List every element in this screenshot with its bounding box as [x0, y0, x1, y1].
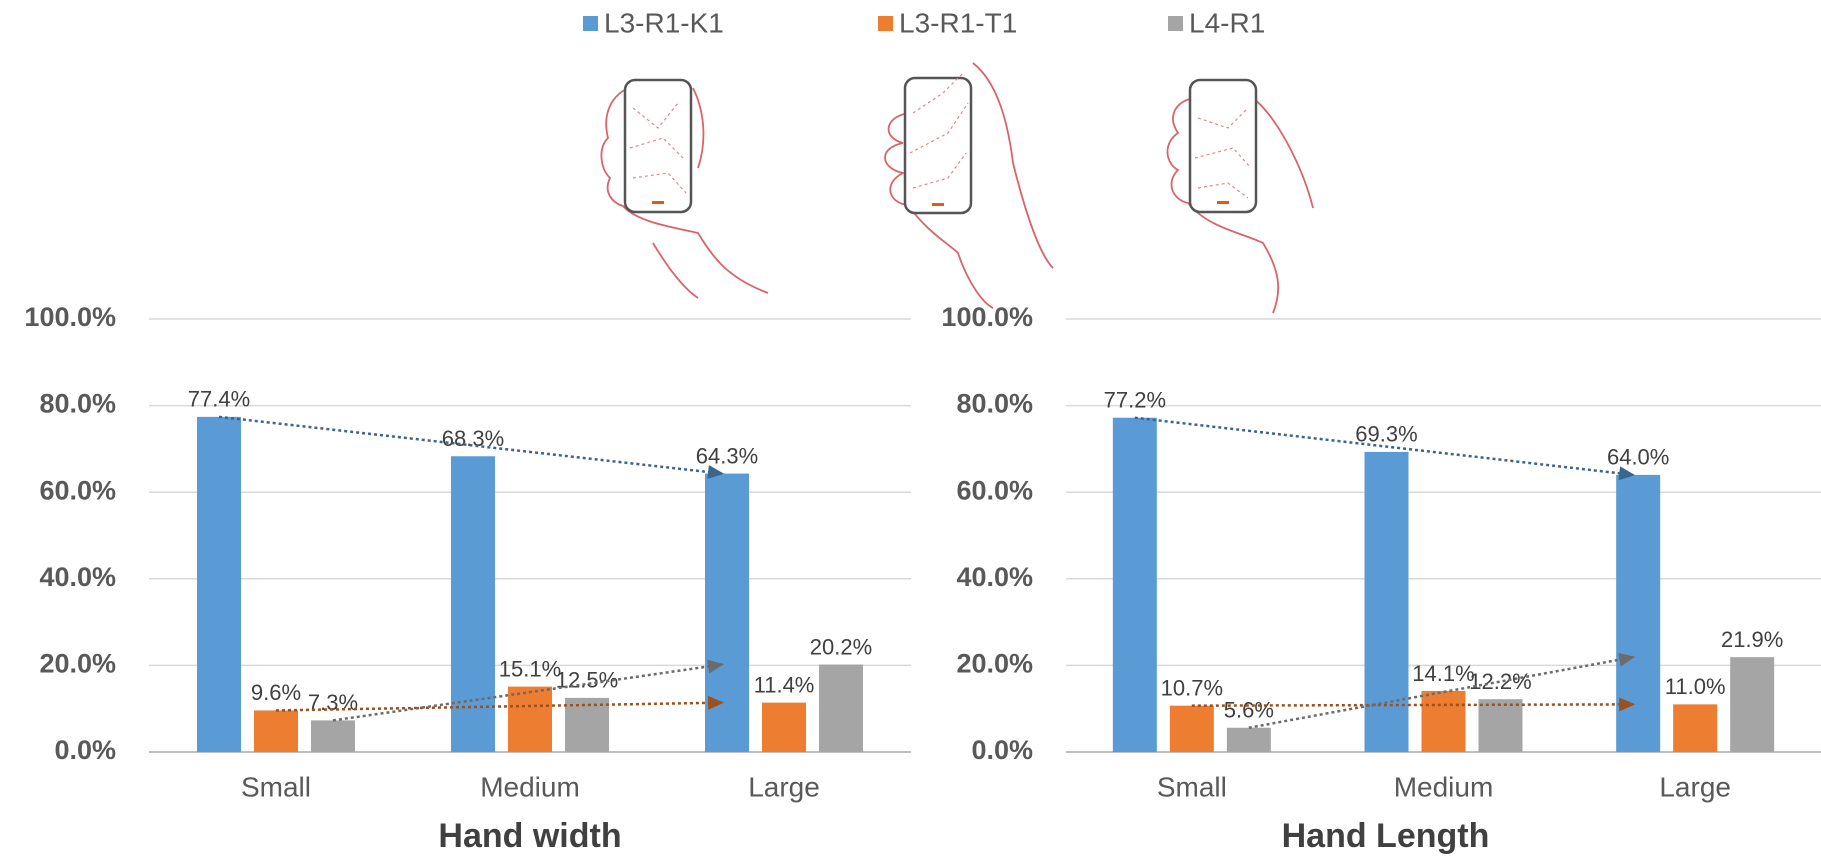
data-label: 77.2%	[1104, 388, 1166, 413]
bar	[311, 720, 355, 752]
data-label: 11.0%	[1665, 674, 1726, 699]
legend-label: L3-R1-T1	[899, 7, 1017, 38]
data-label: 69.3%	[1355, 422, 1417, 447]
x-axis-label: Hand Length	[1282, 817, 1490, 855]
y-tick-label: 0.0%	[971, 735, 1033, 765]
bar	[254, 710, 298, 752]
hand-illustration	[885, 63, 1053, 308]
data-label: 77.4%	[188, 387, 250, 412]
bar	[819, 665, 863, 752]
x-tick-label: Small	[241, 771, 311, 802]
trend-arrow	[1192, 704, 1633, 705]
bar	[1422, 691, 1466, 752]
bar	[762, 703, 806, 752]
y-tick-label: 20.0%	[956, 649, 1033, 679]
y-tick-label: 80.0%	[39, 389, 116, 419]
bar	[1616, 475, 1660, 752]
y-tick-label: 40.0%	[956, 562, 1033, 592]
y-tick-label: 100.0%	[941, 302, 1033, 332]
data-label: 7.3%	[308, 690, 358, 715]
x-tick-label: Small	[1157, 771, 1227, 802]
bar	[1365, 452, 1409, 752]
bar	[508, 687, 552, 752]
y-tick-label: 0.0%	[54, 735, 116, 765]
legend-label: L3-R1-K1	[604, 7, 724, 38]
data-label: 64.3%	[696, 443, 758, 468]
bar	[705, 474, 749, 752]
bar	[1673, 704, 1717, 752]
hand-illustration	[601, 80, 768, 298]
data-label: 12.2%	[1469, 669, 1531, 694]
x-tick-label: Large	[1659, 771, 1731, 802]
bar	[1170, 706, 1214, 752]
bar	[1227, 728, 1271, 752]
data-label: 20.2%	[810, 634, 872, 659]
data-label: 9.6%	[251, 680, 301, 705]
data-label: 5.6%	[1224, 698, 1274, 723]
y-tick-label: 40.0%	[39, 562, 116, 592]
legend-label: L4-R1	[1189, 7, 1265, 38]
data-label: 11.4%	[754, 672, 815, 697]
y-tick-label: 80.0%	[956, 389, 1033, 419]
y-tick-label: 60.0%	[956, 475, 1033, 505]
y-tick-label: 60.0%	[39, 475, 116, 505]
data-label: 14.1%	[1412, 661, 1474, 686]
x-tick-label: Large	[748, 771, 820, 802]
page: {"chart_data": [ {"type": "bar", "x_labe…	[0, 0, 1821, 860]
legend-swatch	[878, 16, 893, 31]
x-tick-label: Medium	[1394, 771, 1494, 802]
bar	[197, 417, 241, 752]
legend-swatch	[1168, 16, 1183, 31]
data-label: 21.9%	[1721, 627, 1783, 652]
data-label: 64.0%	[1607, 445, 1669, 470]
y-tick-label: 20.0%	[39, 649, 116, 679]
bar	[1730, 657, 1774, 752]
legend-swatch	[583, 16, 598, 31]
x-axis-label: Hand width	[438, 817, 621, 855]
data-label: 10.7%	[1161, 675, 1223, 700]
chart: L3-R1-K1 L3-R1-T1 L4-R1 0.0% 20.0% 40.0% 60.0%…	[0, 0, 1821, 860]
y-tick-label: 100.0%	[24, 302, 116, 332]
bar	[1113, 418, 1157, 752]
x-tick-label: Medium	[480, 771, 580, 802]
hand-illustration	[1167, 80, 1313, 313]
bar	[1479, 699, 1523, 752]
data-label: 15.1%	[499, 656, 561, 681]
